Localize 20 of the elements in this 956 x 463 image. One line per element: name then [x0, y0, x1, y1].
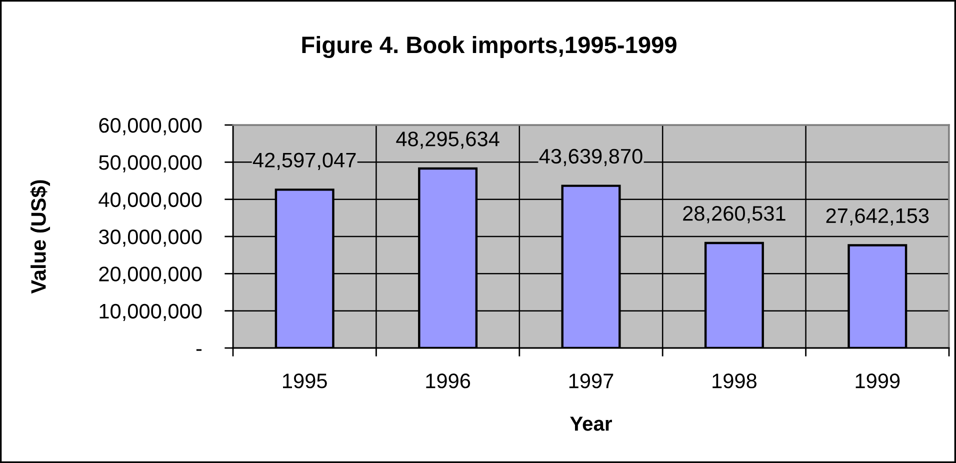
data-label: 43,639,870 — [539, 148, 642, 166]
x-tick-label: 1998 — [712, 374, 756, 388]
x-tick-label: 1995 — [283, 374, 327, 388]
y-tick-label: 30,000,000 — [98, 230, 202, 247]
x-tick-label: 1996 — [426, 374, 470, 388]
y-tick-label: 40,000,000 — [98, 192, 202, 210]
data-label: 48,295,634 — [396, 132, 500, 149]
y-tick-label: 20,000,000 — [99, 266, 202, 284]
x-axis-title: Year — [570, 416, 612, 431]
x-tick-label: 1999 — [856, 374, 900, 388]
y-tick-label: 60,000,000 — [99, 118, 202, 136]
y-axis-title: Value (US$) — [30, 180, 50, 294]
y-tick-label: - — [196, 349, 202, 351]
y-tick-label: 50,000,000 — [99, 155, 202, 172]
y-tick-label: 10,000,000 — [100, 304, 202, 322]
data-label: 42,597,047 — [252, 152, 356, 170]
chart-title: Figure 4. Book imports,1995-1999 — [302, 36, 676, 58]
x-tick-label: 1997 — [569, 374, 614, 388]
data-label: 27,642,153 — [826, 208, 929, 226]
data-label: 28,260,531 — [683, 206, 786, 224]
